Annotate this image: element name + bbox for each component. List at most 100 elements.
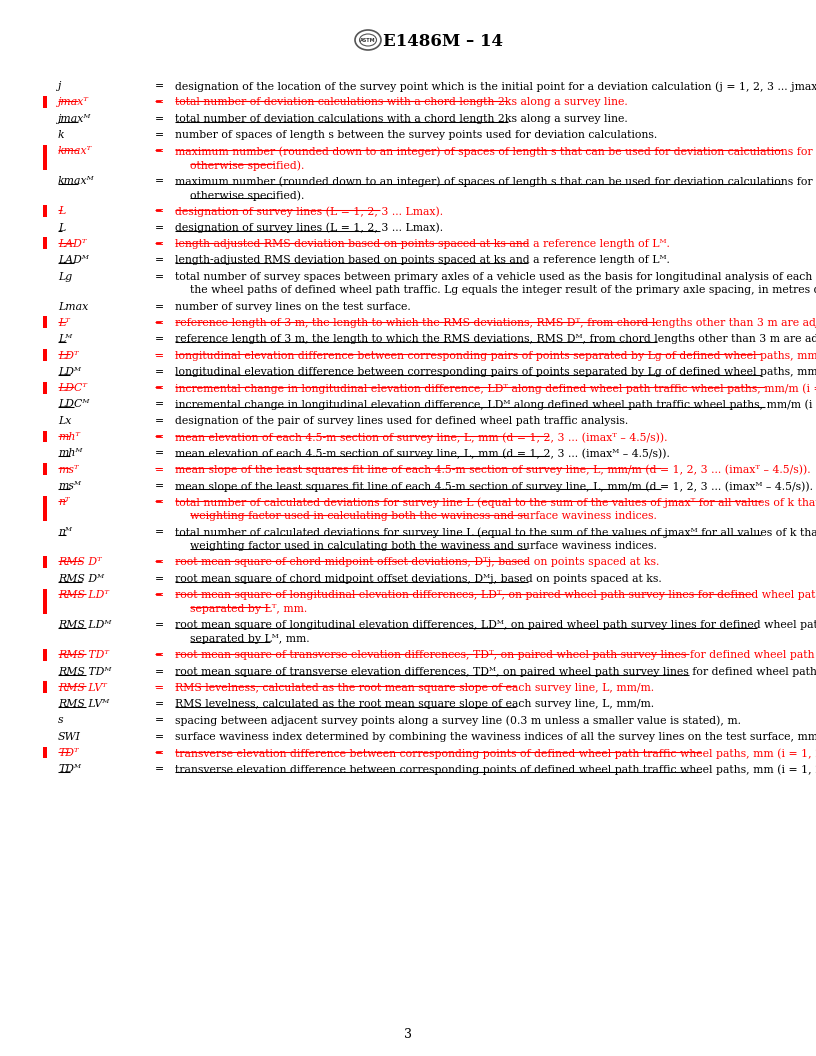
Text: =: = — [155, 590, 164, 600]
Text: nᵀ: nᵀ — [58, 497, 69, 507]
Bar — [43, 381, 47, 394]
Text: =: = — [155, 399, 164, 410]
Text: incremental change in longitudinal elevation difference, LDᴹ along defined wheel: incremental change in longitudinal eleva… — [175, 399, 816, 410]
Text: j: j — [58, 81, 61, 91]
Text: root mean square of chord midpoint offset deviations, Dᵀj, based on points space: root mean square of chord midpoint offse… — [175, 558, 659, 567]
Text: =: = — [155, 716, 164, 725]
Text: designation of survey lines (L = 1, 2, 3 ... Lmax).: designation of survey lines (L = 1, 2, 3… — [175, 223, 443, 233]
Text: TDᵀ: TDᵀ — [58, 748, 78, 758]
Bar — [43, 557, 47, 568]
Text: length-adjusted RMS deviation based on points spaced at ks and a reference lengt: length-adjusted RMS deviation based on p… — [175, 239, 670, 249]
Text: root mean square of chord midpoint offset deviations, Dᴹj, based on points space: root mean square of chord midpoint offse… — [175, 573, 662, 584]
Text: L: L — [58, 206, 65, 216]
Bar — [43, 145, 47, 170]
Text: =: = — [155, 206, 164, 216]
Text: =: = — [155, 480, 164, 491]
Text: Lg: Lg — [58, 271, 73, 282]
Text: mean slope of the least squares fit line of each 4.5-m section of survey line, L: mean slope of the least squares fit line… — [175, 465, 810, 475]
Text: separated by Lᴹ, mm.: separated by Lᴹ, mm. — [190, 634, 309, 644]
Text: Lmax: Lmax — [58, 302, 88, 312]
Text: =: = — [155, 256, 164, 265]
Text: =: = — [155, 765, 164, 774]
Bar — [43, 205, 47, 216]
Text: longitudinal elevation difference between corresponding pairs of points separate: longitudinal elevation difference betwee… — [175, 366, 816, 377]
Text: =: = — [155, 223, 164, 232]
Text: total number of survey spaces between primary axles of a vehicle used as the bas: total number of survey spaces between pr… — [175, 271, 816, 282]
Text: designation of survey lines (L = 1, 2, 3 ... Lmax).: designation of survey lines (L = 1, 2, 3… — [175, 206, 443, 216]
Text: number of survey lines on the test surface.: number of survey lines on the test surfa… — [175, 302, 410, 312]
Text: s: s — [58, 716, 64, 725]
Text: LDCᴹ: LDCᴹ — [58, 399, 90, 410]
Text: TDᴹ: TDᴹ — [58, 765, 81, 774]
Text: the wheel paths of defined wheel path traffic. Lg equals the integer result of t: the wheel paths of defined wheel path tr… — [190, 285, 816, 296]
Text: E1486M – 14: E1486M – 14 — [383, 33, 503, 50]
Text: total number of deviation calculations with a chord length 2ks along a survey li: total number of deviation calculations w… — [175, 97, 628, 108]
Text: =: = — [155, 748, 164, 758]
Text: root mean square of transverse elevation differences, TDᵀ, on paired wheel path : root mean square of transverse elevation… — [175, 650, 816, 660]
Text: weighting factor used in calculating both the waviness and surface waviness indi: weighting factor used in calculating bot… — [190, 511, 657, 521]
Text: =: = — [155, 416, 164, 426]
Text: reference length of 3 m, the length to which the RMS deviations, RMS Dᵀ, from ch: reference length of 3 m, the length to w… — [175, 318, 816, 328]
Text: =: = — [155, 732, 164, 741]
Text: =: = — [155, 449, 164, 458]
Bar — [43, 317, 47, 328]
Text: L: L — [58, 223, 65, 232]
Text: total number of calculated deviations for survey line L (equal to the sum of the: total number of calculated deviations fo… — [175, 527, 816, 539]
Text: LDᴹ: LDᴹ — [58, 366, 81, 377]
Text: separated by Lᵀ, mm.: separated by Lᵀ, mm. — [190, 604, 308, 614]
Text: jmaxᵀ: jmaxᵀ — [58, 97, 89, 108]
Text: RMS LVᴹ: RMS LVᴹ — [58, 699, 109, 710]
Bar — [43, 588, 47, 615]
Text: =: = — [155, 351, 164, 360]
Text: mean elevation of each 4.5-m section of survey line, L, mm (d = 1, 2, 3 ... (ima: mean elevation of each 4.5-m section of … — [175, 432, 667, 442]
Bar — [43, 681, 47, 693]
Text: RMS levelness, calculated as the root mean square slope of each survey line, L, : RMS levelness, calculated as the root me… — [175, 683, 654, 693]
Text: Lx: Lx — [58, 416, 71, 426]
Text: RMS LDᴹ: RMS LDᴹ — [58, 620, 111, 630]
Text: transverse elevation difference between corresponding points of defined wheel pa: transverse elevation difference between … — [175, 765, 816, 775]
Text: RMS Dᵀ: RMS Dᵀ — [58, 558, 102, 567]
Text: number of spaces of length s between the survey points used for deviation calcul: number of spaces of length s between the… — [175, 130, 657, 139]
Text: RMS TDᵀ: RMS TDᵀ — [58, 650, 109, 660]
Text: =: = — [155, 465, 164, 475]
Text: =: = — [155, 573, 164, 584]
Text: k: k — [58, 130, 64, 139]
Text: total number of calculated deviations for survey line L (equal to the sum of the: total number of calculated deviations fo… — [175, 497, 816, 509]
Text: LDᵀ: LDᵀ — [58, 351, 78, 360]
Text: RMS LVᵀ: RMS LVᵀ — [58, 683, 107, 693]
Text: LDCᵀ: LDCᵀ — [58, 383, 87, 393]
Text: length-adjusted RMS deviation based on points spaced at ks and a reference lengt: length-adjusted RMS deviation based on p… — [175, 256, 670, 265]
Text: otherwise specified).: otherwise specified). — [190, 161, 304, 171]
Ellipse shape — [355, 30, 381, 50]
Text: msᵀ: msᵀ — [58, 465, 78, 475]
Text: =: = — [155, 366, 164, 377]
Bar — [43, 747, 47, 758]
Text: otherwise specified).: otherwise specified). — [190, 190, 304, 201]
Text: reference length of 3 m, the length to which the RMS deviations, RMS Dᴹ, from ch: reference length of 3 m, the length to w… — [175, 335, 816, 344]
Text: kmaxᴹ: kmaxᴹ — [58, 176, 95, 186]
Text: =: = — [155, 146, 164, 156]
Text: mean elevation of each 4.5-m section of survey line, L, mm (d = 1, 2, 3 ... (ima: mean elevation of each 4.5-m section of … — [175, 449, 670, 459]
Text: =: = — [155, 383, 164, 393]
Text: root mean square of longitudinal elevation differences, LDᵀ, on paired wheel pat: root mean square of longitudinal elevati… — [175, 590, 816, 600]
Text: weighting factor used in calculating both the waviness and surface waviness indi: weighting factor used in calculating bot… — [190, 541, 657, 551]
Bar — [43, 464, 47, 475]
Text: =: = — [155, 318, 164, 328]
Bar — [43, 431, 47, 442]
Text: msᴹ: msᴹ — [58, 480, 81, 491]
Text: maximum number (rounded down to an integer) of spaces of length s that can be us: maximum number (rounded down to an integ… — [175, 176, 816, 187]
Text: RMS Dᴹ: RMS Dᴹ — [58, 573, 104, 584]
Bar — [43, 496, 47, 522]
Text: kmaxᵀ: kmaxᵀ — [58, 146, 92, 156]
Text: longitudinal elevation difference between corresponding pairs of points separate: longitudinal elevation difference betwee… — [175, 351, 816, 361]
Text: =: = — [155, 527, 164, 538]
Bar — [43, 238, 47, 249]
Ellipse shape — [360, 34, 376, 46]
Text: transverse elevation difference between corresponding points of defined wheel pa: transverse elevation difference between … — [175, 748, 816, 758]
Text: =: = — [155, 271, 164, 282]
Text: Lᵀ: Lᵀ — [58, 318, 70, 328]
Text: =: = — [155, 650, 164, 660]
Text: =: = — [155, 114, 164, 124]
Text: total number of deviation calculations with a chord length 2ks along a survey li: total number of deviation calculations w… — [175, 114, 628, 124]
Text: =: = — [155, 130, 164, 139]
